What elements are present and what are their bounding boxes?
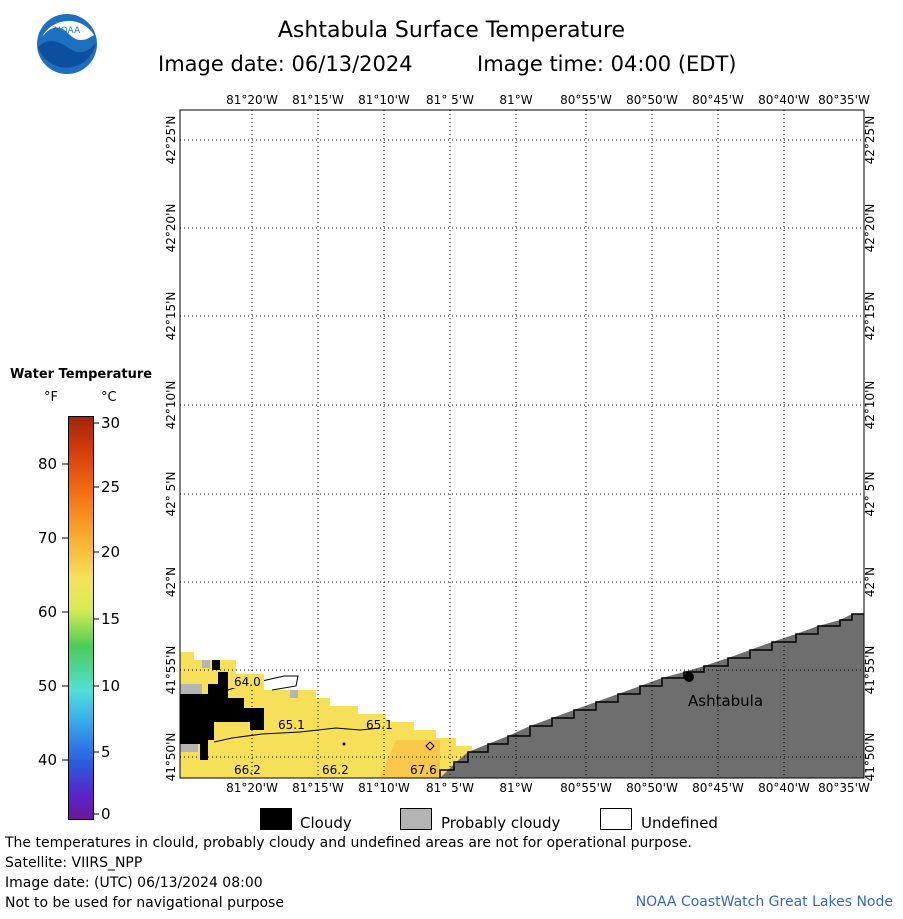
color-scale-bar: [68, 416, 94, 820]
contour-label: 66.2: [234, 763, 261, 777]
celsius-label: 30: [101, 414, 121, 432]
fahrenheit-label: 50: [38, 677, 58, 695]
operational-note: The temperatures in clould, probably clo…: [5, 835, 692, 851]
lon-tick-top: 81°15'W: [292, 93, 344, 107]
lon-tick-bottom: 80°55'W: [560, 781, 612, 795]
lon-tick-bottom: 80°35'W: [818, 781, 870, 795]
fahrenheit-label: 70: [38, 529, 58, 547]
contour-label: 65.1: [278, 718, 305, 732]
lat-tick-right: 42°25'N: [863, 116, 877, 165]
utc-date: Image date: (UTC) 06/13/2024 08:00: [5, 875, 263, 891]
fahrenheit-label: 80: [38, 455, 58, 473]
navigation-warning: Not to be used for navigational purpose: [5, 895, 284, 911]
lat-tick-right: 42°15'N: [863, 292, 877, 341]
celsius-label: 10: [101, 677, 121, 695]
lat-tick-left: 42°N: [164, 567, 178, 597]
lat-tick-right: 41°55'N: [863, 646, 877, 695]
noaa-logo: NOAA: [36, 13, 98, 75]
lat-tick-right: 41°50'N: [863, 733, 877, 782]
lat-tick-left: 42°20'N: [164, 204, 178, 253]
cloudy-swatch: [260, 808, 292, 830]
logo-text: NOAA: [54, 26, 81, 36]
lon-tick-bottom: 81°20'W: [226, 781, 278, 795]
celsius-label: 25: [101, 478, 121, 496]
contour-label: 67.6: [410, 763, 437, 777]
satellite-info: Satellite: VIIRS_NPP: [5, 855, 143, 871]
page-title: Ashtabula Surface Temperature: [277, 18, 626, 43]
unit-fahrenheit: °F: [44, 390, 58, 405]
lat-tick-left: 41°50'N: [164, 733, 178, 782]
contour-label: 65.1: [366, 718, 393, 732]
lat-tick-left: 42° 5'N: [164, 472, 178, 517]
lat-tick-right: 42°10'N: [863, 381, 877, 430]
celsius-label: 5: [101, 743, 111, 761]
lat-tick-left: 42°25'N: [164, 116, 178, 165]
lon-tick-top: 80°55'W: [560, 93, 612, 107]
undefined-label: Undefined: [641, 814, 718, 832]
lon-tick-bottom: 81°15'W: [292, 781, 344, 795]
lat-tick-left: 42°10'N: [164, 381, 178, 430]
land-area: [440, 614, 864, 778]
temperature-map: 81°20'W 81°15'W 81°10'W 81° 5'W 81°W 80°…: [164, 93, 877, 795]
contour-label: 64.0: [234, 675, 261, 689]
lon-tick-bottom: 80°40'W: [758, 781, 810, 795]
unit-celsius: °C: [101, 390, 117, 405]
lon-tick-top: 81° 5'W: [426, 93, 474, 107]
lon-tick-top: 80°50'W: [626, 93, 678, 107]
lon-tick-top: 81°10'W: [358, 93, 410, 107]
lat-tick-left: 41°55'N: [164, 646, 178, 695]
lon-tick-bottom: 81°10'W: [358, 781, 410, 795]
lon-tick-bottom: 81°W: [499, 781, 532, 795]
celsius-label: 0: [101, 805, 111, 823]
fahrenheit-label: 60: [38, 603, 58, 621]
image-date: Image date: 06/13/2024: [158, 52, 413, 76]
image-time: Image time: 04:00 (EDT): [477, 52, 737, 76]
celsius-label: 15: [101, 610, 121, 628]
city-label: Ashtabula: [688, 692, 763, 710]
cloudy-patch: [180, 684, 264, 760]
lon-tick-top: 80°45'W: [692, 93, 744, 107]
scale-ticks: [62, 422, 99, 815]
lat-tick-right: 42° 5'N: [863, 472, 877, 517]
undefined-swatch: [600, 808, 632, 830]
fahrenheit-label: 40: [38, 751, 58, 769]
celsius-label: 20: [101, 543, 121, 561]
probably-cloudy-label: Probably cloudy: [441, 814, 561, 832]
lon-tick-top: 81°20'W: [226, 93, 278, 107]
lon-tick-bottom: 80°45'W: [692, 781, 744, 795]
lat-tick-right: 42°N: [863, 567, 877, 597]
legend-title: Water Temperature: [10, 367, 153, 382]
cloudy-label: Cloudy: [300, 814, 352, 832]
map-frame: [179, 109, 865, 779]
lon-tick-top: 81°W: [499, 93, 532, 107]
probably-cloudy-swatch: [400, 808, 432, 830]
credit-link[interactable]: NOAA CoastWatch Great Lakes Node: [635, 894, 893, 910]
city-marker: [684, 672, 694, 682]
lon-tick-top: 80°40'W: [758, 93, 810, 107]
contour-label: 66.2: [322, 763, 349, 777]
lon-tick-bottom: 81° 5'W: [426, 781, 474, 795]
lat-tick-left: 42°15'N: [164, 292, 178, 341]
probably-cloudy-patch: [180, 684, 202, 694]
lon-tick-top: 80°35'W: [818, 93, 870, 107]
lat-tick-right: 42°20'N: [863, 204, 877, 253]
lon-tick-bottom: 80°50'W: [626, 781, 678, 795]
